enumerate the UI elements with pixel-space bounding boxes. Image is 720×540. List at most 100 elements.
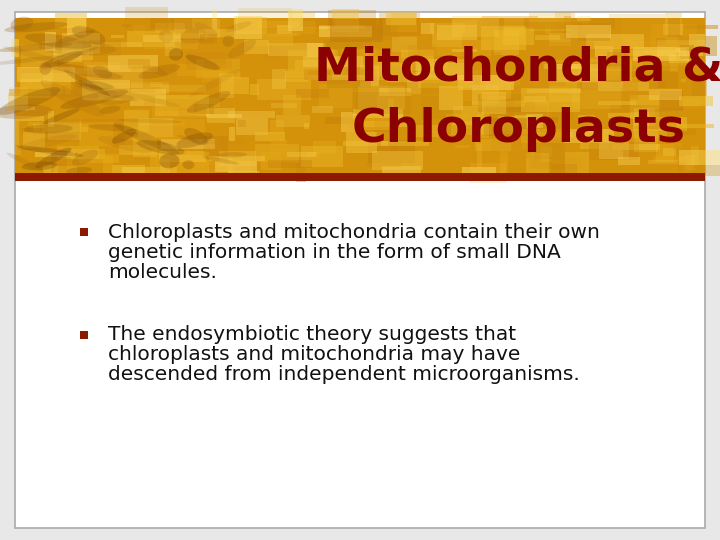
Bar xyxy=(186,52,226,70)
Bar xyxy=(326,25,348,42)
Bar xyxy=(391,14,417,32)
Ellipse shape xyxy=(228,40,256,58)
Bar xyxy=(125,6,168,30)
Ellipse shape xyxy=(72,26,106,44)
Bar xyxy=(382,166,421,177)
Ellipse shape xyxy=(97,136,153,153)
Bar xyxy=(663,148,676,156)
Bar xyxy=(296,89,330,98)
Bar xyxy=(500,152,508,175)
Bar xyxy=(308,75,366,80)
Bar xyxy=(491,133,541,158)
Ellipse shape xyxy=(4,22,68,32)
Bar xyxy=(609,14,665,36)
Ellipse shape xyxy=(93,66,112,79)
Bar xyxy=(144,99,197,111)
Ellipse shape xyxy=(0,43,72,52)
Bar xyxy=(131,66,174,84)
Ellipse shape xyxy=(4,46,70,66)
Bar xyxy=(5,106,35,110)
Bar xyxy=(246,36,293,46)
Bar xyxy=(663,24,683,35)
Bar xyxy=(28,122,45,128)
Bar xyxy=(238,120,246,127)
Bar xyxy=(508,107,521,116)
Bar xyxy=(325,117,356,124)
Bar xyxy=(629,42,688,65)
Bar xyxy=(530,158,581,170)
Bar xyxy=(210,79,242,97)
Bar xyxy=(288,9,303,31)
Bar xyxy=(333,9,359,32)
Bar xyxy=(523,97,546,102)
Bar xyxy=(653,156,686,161)
Bar xyxy=(24,125,30,130)
Bar xyxy=(668,18,680,37)
Bar xyxy=(692,75,707,96)
Bar xyxy=(229,126,235,141)
Bar xyxy=(598,102,636,105)
Ellipse shape xyxy=(80,83,104,91)
Bar xyxy=(513,140,521,147)
Bar xyxy=(595,41,624,64)
Bar xyxy=(43,71,53,84)
Bar xyxy=(236,154,251,172)
Bar xyxy=(12,39,19,57)
Bar xyxy=(368,140,415,163)
Bar xyxy=(53,43,82,62)
Text: Mitochondria &: Mitochondria & xyxy=(314,45,720,90)
Ellipse shape xyxy=(186,91,230,113)
Bar xyxy=(55,42,105,50)
Bar xyxy=(156,23,185,32)
Bar xyxy=(172,18,208,30)
Bar xyxy=(270,149,296,153)
Ellipse shape xyxy=(35,148,71,168)
Bar xyxy=(307,152,318,157)
Bar xyxy=(83,80,130,100)
Bar xyxy=(61,85,117,97)
Bar xyxy=(610,48,621,66)
Bar xyxy=(529,14,572,31)
Bar xyxy=(257,21,315,28)
Bar xyxy=(481,26,526,50)
Bar xyxy=(134,109,187,112)
Bar xyxy=(320,49,335,69)
Bar xyxy=(491,52,501,65)
Bar xyxy=(127,31,174,47)
Bar xyxy=(261,152,282,170)
Ellipse shape xyxy=(137,140,185,155)
Bar xyxy=(319,26,372,37)
Bar xyxy=(199,98,220,107)
Bar xyxy=(577,16,591,21)
Bar xyxy=(55,13,87,28)
Bar xyxy=(234,16,261,38)
Bar xyxy=(485,118,527,137)
Bar xyxy=(488,105,547,122)
Bar xyxy=(80,228,88,236)
Bar xyxy=(42,42,78,51)
Bar xyxy=(665,13,682,26)
Bar xyxy=(358,86,405,110)
Bar xyxy=(150,82,161,87)
Bar xyxy=(330,19,384,42)
Ellipse shape xyxy=(159,30,174,43)
Bar xyxy=(209,156,265,161)
Bar xyxy=(48,123,81,140)
Bar xyxy=(379,14,420,36)
Bar xyxy=(304,69,333,80)
Bar xyxy=(283,96,301,116)
Bar xyxy=(192,159,251,174)
Bar xyxy=(498,116,531,134)
Bar xyxy=(418,63,473,87)
Bar xyxy=(386,12,416,25)
Bar xyxy=(642,98,701,108)
Ellipse shape xyxy=(0,87,60,115)
Bar xyxy=(534,139,565,159)
Bar xyxy=(578,115,595,120)
Ellipse shape xyxy=(24,124,73,133)
Bar xyxy=(359,65,379,86)
Bar xyxy=(17,67,76,82)
Ellipse shape xyxy=(225,22,252,32)
Bar xyxy=(341,48,377,58)
Ellipse shape xyxy=(17,146,84,157)
